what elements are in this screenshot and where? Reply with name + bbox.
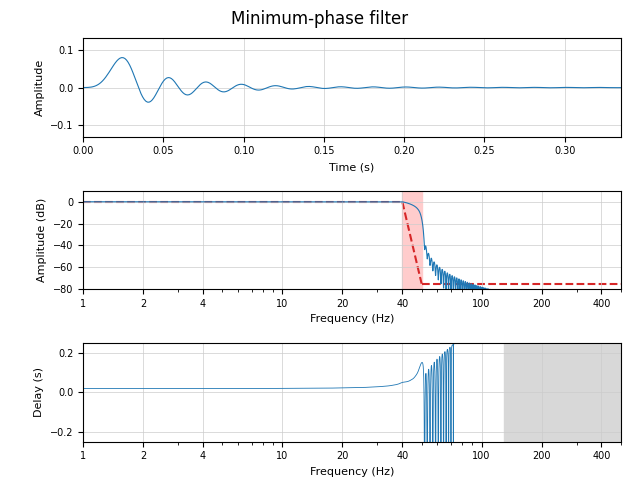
Bar	[504, 343, 621, 442]
X-axis label: Frequency (Hz): Frequency (Hz)	[310, 314, 394, 324]
Bar	[403, 191, 422, 289]
X-axis label: Frequency (Hz): Frequency (Hz)	[310, 467, 394, 477]
Y-axis label: Delay (s): Delay (s)	[35, 367, 44, 418]
Text: Minimum-phase filter: Minimum-phase filter	[232, 10, 408, 28]
Y-axis label: Amplitude: Amplitude	[35, 59, 45, 116]
X-axis label: Time (s): Time (s)	[330, 162, 374, 172]
Y-axis label: Amplitude (dB): Amplitude (dB)	[37, 198, 47, 282]
